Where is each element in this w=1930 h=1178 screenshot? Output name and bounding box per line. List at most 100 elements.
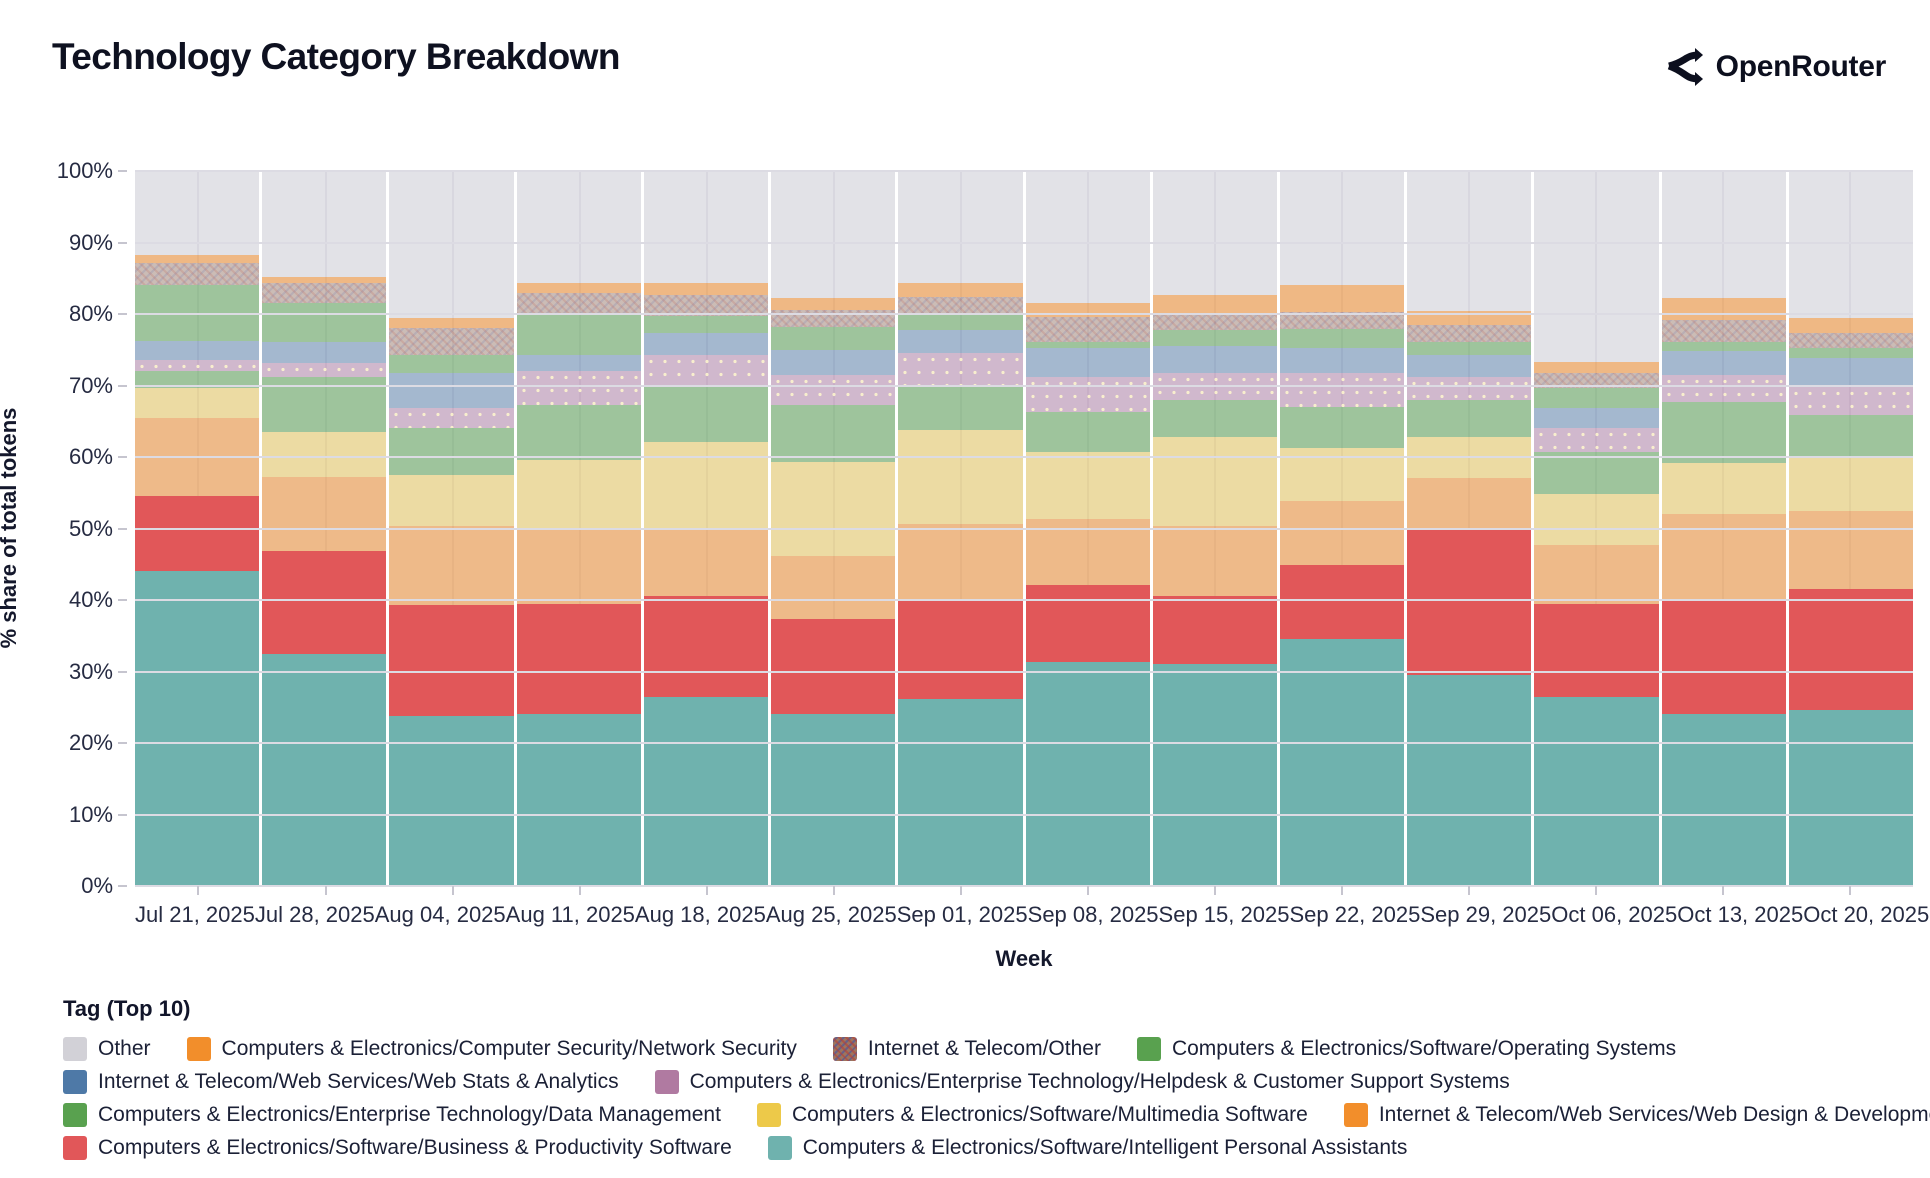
legend-item-data-management[interactable]: Computers & Electronics/Enterprise Techn… (63, 1103, 721, 1127)
segment-web-stats-analytics[interactable] (1788, 358, 1914, 387)
segment-web-design-development[interactable] (898, 523, 1023, 599)
segment-intelligent-personal-assistants[interactable] (1788, 710, 1914, 886)
segment-other[interactable] (1534, 171, 1659, 362)
segment-helpdesk-customer-support[interactable] (1152, 373, 1277, 400)
segment-helpdesk-customer-support[interactable] (1534, 428, 1659, 453)
legend-item-intelligent-personal-assistants[interactable]: Computers & Electronics/Software/Intelli… (767, 1136, 1407, 1160)
legend-item-web-stats-analytics[interactable]: Internet & Telecom/Web Services/Web Stat… (63, 1070, 619, 1094)
segment-intelligent-personal-assistants[interactable] (643, 696, 769, 886)
segment-intelligent-personal-assistants[interactable] (898, 698, 1023, 886)
legend-item-helpdesk-customer-support[interactable]: Computers & Electronics/Enterprise Techn… (654, 1070, 1510, 1094)
segment-internet-telecom-other[interactable] (262, 283, 387, 303)
segment-web-stats-analytics[interactable] (1661, 351, 1786, 375)
segment-web-stats-analytics[interactable] (389, 373, 514, 409)
segment-data-management[interactable] (1152, 399, 1277, 437)
segment-multimedia-software[interactable] (1788, 458, 1914, 512)
segment-internet-telecom-other[interactable] (643, 294, 769, 317)
segment-web-stats-analytics[interactable] (1025, 348, 1150, 377)
segment-multimedia-software[interactable] (389, 474, 514, 527)
segment-business-productivity-software[interactable] (1407, 529, 1532, 676)
segment-operating-systems[interactable] (1407, 341, 1532, 355)
segment-business-productivity-software[interactable] (516, 603, 641, 715)
segment-business-productivity-software[interactable] (898, 598, 1023, 699)
segment-web-stats-analytics[interactable] (1279, 348, 1405, 373)
segment-other[interactable] (643, 171, 769, 284)
segment-internet-telecom-other[interactable] (898, 296, 1023, 315)
segment-helpdesk-customer-support[interactable] (516, 371, 641, 405)
segment-other[interactable] (1407, 171, 1532, 312)
segment-intelligent-personal-assistants[interactable] (516, 714, 641, 886)
segment-web-design-development[interactable] (262, 477, 387, 552)
segment-business-productivity-software[interactable] (262, 551, 387, 654)
segment-other[interactable] (771, 171, 896, 299)
legend-item-other[interactable]: Other (63, 1037, 151, 1061)
segment-multimedia-software[interactable] (1025, 452, 1150, 519)
segment-data-management[interactable] (135, 371, 260, 388)
segment-operating-systems[interactable] (1534, 388, 1659, 409)
segment-network-security[interactable] (898, 283, 1023, 297)
segment-operating-systems[interactable] (1025, 341, 1150, 349)
segment-operating-systems[interactable] (516, 314, 641, 355)
segment-web-design-development[interactable] (1152, 526, 1277, 597)
segment-web-stats-analytics[interactable] (898, 329, 1023, 354)
segment-network-security[interactable] (135, 254, 260, 264)
bar-week-Sep-22-2025[interactable] (1276, 171, 1405, 886)
segment-other[interactable] (1279, 171, 1405, 285)
segment-intelligent-personal-assistants[interactable] (262, 653, 387, 886)
segment-multimedia-software[interactable] (262, 432, 387, 478)
segment-multimedia-software[interactable] (1152, 437, 1277, 527)
segment-intelligent-personal-assistants[interactable] (1279, 638, 1405, 886)
segment-web-design-development[interactable] (1025, 518, 1150, 585)
segment-intelligent-personal-assistants[interactable] (389, 715, 514, 886)
segment-web-stats-analytics[interactable] (516, 354, 641, 372)
bar-week-Oct-20-2025[interactable] (1785, 171, 1914, 886)
segment-operating-systems[interactable] (1788, 348, 1914, 359)
segment-helpdesk-customer-support[interactable] (262, 362, 387, 377)
segment-web-design-development[interactable] (1279, 501, 1405, 565)
legend-item-operating-systems[interactable]: Computers & Electronics/Software/Operati… (1136, 1037, 1676, 1061)
segment-operating-systems[interactable] (1661, 341, 1786, 352)
segment-network-security[interactable] (771, 298, 896, 310)
segment-other[interactable] (389, 171, 514, 318)
segment-internet-telecom-other[interactable] (1025, 316, 1150, 342)
segment-network-security[interactable] (516, 283, 641, 294)
segment-internet-telecom-other[interactable] (389, 328, 514, 355)
segment-data-management[interactable] (1025, 412, 1150, 453)
segment-other[interactable] (1661, 171, 1786, 299)
legend-item-business-productivity-software[interactable]: Computers & Electronics/Software/Busines… (63, 1136, 732, 1160)
legend-item-multimedia-software[interactable]: Computers & Electronics/Software/Multime… (756, 1103, 1308, 1127)
segment-business-productivity-software[interactable] (1788, 588, 1914, 711)
segment-network-security[interactable] (1661, 298, 1786, 320)
segment-data-management[interactable] (389, 428, 514, 475)
segment-helpdesk-customer-support[interactable] (1025, 376, 1150, 412)
segment-web-stats-analytics[interactable] (262, 341, 387, 363)
segment-web-design-development[interactable] (389, 526, 514, 606)
segment-network-security[interactable] (1152, 294, 1277, 314)
segment-multimedia-software[interactable] (1661, 463, 1786, 514)
legend-item-web-design-development[interactable]: Internet & Telecom/Web Services/Web Desi… (1343, 1103, 1930, 1127)
segment-data-management[interactable] (516, 404, 641, 460)
segment-multimedia-software[interactable] (1534, 493, 1659, 545)
legend-item-internet-telecom-other[interactable]: Internet & Telecom/Other (832, 1037, 1101, 1061)
segment-helpdesk-customer-support[interactable] (1279, 372, 1405, 407)
segment-web-stats-analytics[interactable] (135, 341, 260, 360)
segment-business-productivity-software[interactable] (771, 618, 896, 714)
segment-operating-systems[interactable] (1152, 329, 1277, 347)
segment-web-stats-analytics[interactable] (1407, 354, 1532, 377)
legend-item-network-security[interactable]: Computers & Electronics/Computer Securit… (186, 1037, 797, 1061)
segment-intelligent-personal-assistants[interactable] (1661, 714, 1786, 886)
segment-internet-telecom-other[interactable] (135, 263, 260, 285)
segment-internet-telecom-other[interactable] (1788, 332, 1914, 349)
segment-helpdesk-customer-support[interactable] (1788, 386, 1914, 415)
segment-internet-telecom-other[interactable] (1407, 324, 1532, 342)
segment-multimedia-software[interactable] (771, 462, 896, 557)
segment-data-management[interactable] (1407, 399, 1532, 437)
segment-helpdesk-customer-support[interactable] (135, 359, 260, 372)
segment-web-design-development[interactable] (1788, 511, 1914, 589)
segment-network-security[interactable] (389, 317, 514, 329)
segment-network-security[interactable] (1279, 284, 1405, 312)
segment-business-productivity-software[interactable] (135, 496, 260, 572)
segment-web-design-development[interactable] (771, 556, 896, 619)
segment-internet-telecom-other[interactable] (1661, 319, 1786, 342)
segment-data-management[interactable] (1534, 452, 1659, 494)
